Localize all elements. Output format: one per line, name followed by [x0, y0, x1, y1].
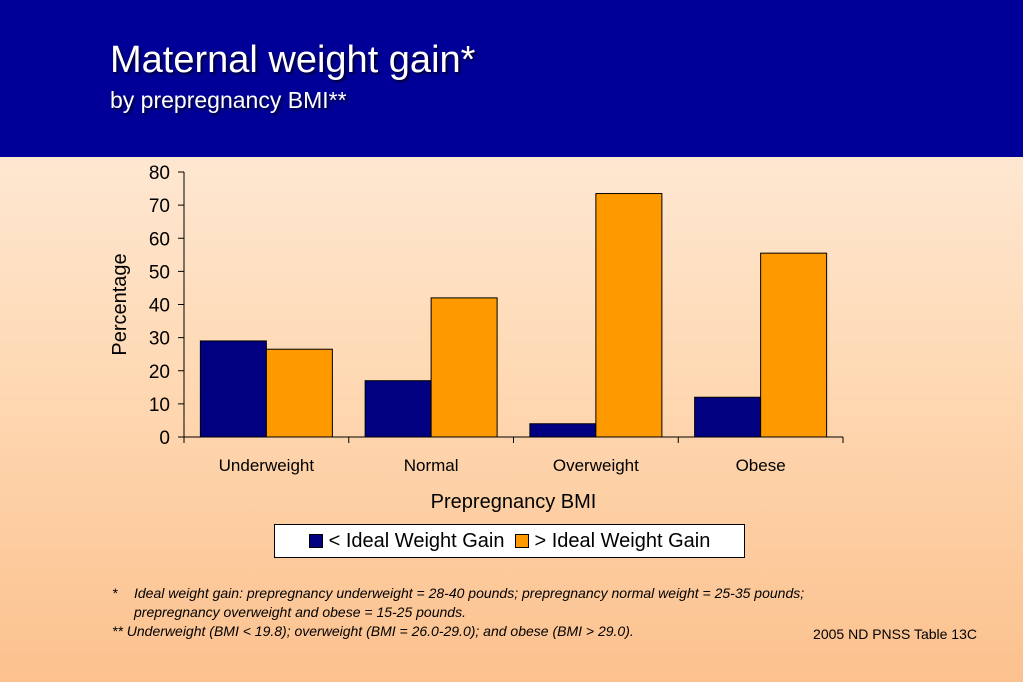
y-tick-label: 70 — [149, 196, 170, 217]
footnote-1: * Ideal weight gain: prepregnancy underw… — [112, 584, 832, 622]
slide-subtitle: by prepregnancy BMI** — [110, 87, 347, 113]
x-tick-label: Obese — [736, 456, 786, 475]
y-tick-label: 40 — [149, 296, 170, 317]
y-tick-label: 30 — [149, 329, 170, 350]
x-tick-label: Normal — [404, 456, 459, 475]
y-tick-label: 20 — [149, 362, 170, 383]
bar-above-ideal-obese — [760, 252, 828, 438]
legend-item-below: < Ideal Weight Gain — [308, 529, 505, 553]
bar-below-ideal-obese — [694, 396, 762, 438]
bar-above-ideal-normal — [430, 297, 498, 438]
source-note: 2005 ND PNSS Table 13C — [813, 626, 977, 642]
chart-legend: < Ideal Weight Gain > Ideal Weight Gain — [274, 524, 745, 558]
slide-title: Maternal weight gain* — [110, 39, 476, 81]
bar-below-ideal-underweight — [199, 340, 267, 438]
bar-above-ideal-overweight — [595, 193, 663, 438]
y-tick-label: 60 — [149, 229, 170, 250]
x-axis-title: Prepregnancy BMI — [431, 491, 597, 513]
footnotes: * Ideal weight gain: prepregnancy underw… — [112, 584, 832, 641]
legend-label-below: < Ideal Weight Gain — [328, 529, 505, 552]
slide-header: Maternal weight gain* by prepregnancy BM… — [0, 0, 1023, 157]
legend-swatch-above — [514, 534, 529, 548]
y-tick-label: 0 — [159, 428, 170, 449]
bar-above-ideal-underweight — [265, 348, 333, 438]
x-tick-label: Overweight — [553, 456, 639, 475]
y-tick-label: 10 — [149, 395, 170, 416]
footnote-1-mark: * — [112, 585, 118, 601]
y-tick-label: 80 — [149, 163, 170, 184]
legend-item-above: > Ideal Weight Gain — [514, 529, 711, 553]
y-axis-title: Percentage — [109, 253, 131, 355]
y-tick-label: 50 — [149, 262, 170, 283]
footnote-2: ** Underweight (BMI < 19.8); overweight … — [112, 623, 634, 639]
bar-chart: 0 10 20 30 40 50 60 70 80 Underweight Normal Overwe… — [109, 163, 844, 513]
bar-below-ideal-overweight — [529, 423, 597, 438]
footnote-1-text: Ideal weight gain: prepregnancy underwei… — [134, 585, 805, 620]
bar-below-ideal-normal — [364, 380, 432, 438]
legend-label-above: > Ideal Weight Gain — [534, 529, 711, 552]
legend-swatch-below — [308, 534, 323, 548]
x-tick-label: Underweight — [219, 456, 315, 475]
